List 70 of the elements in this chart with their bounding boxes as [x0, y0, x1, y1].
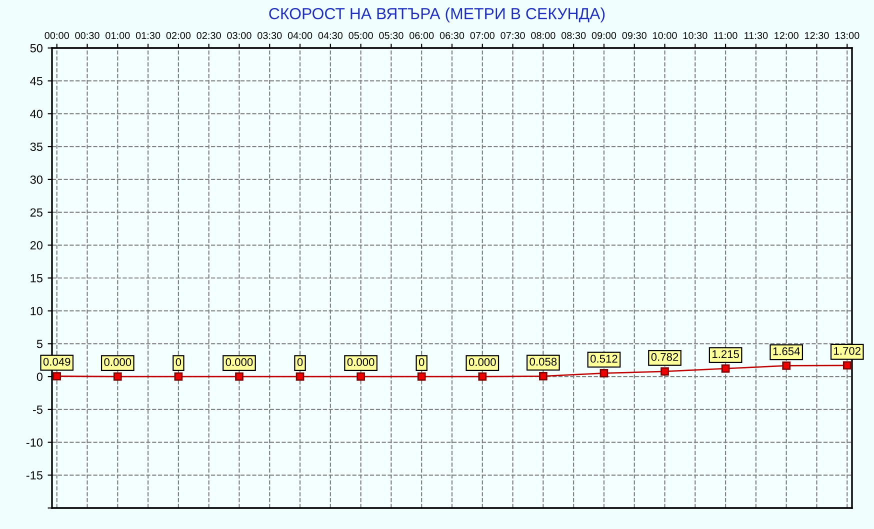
- y-tick-label: 50: [30, 44, 43, 52]
- point: [52, 372, 62, 380]
- point: [113, 372, 122, 381]
- data-label: 0.512: [590, 354, 618, 363]
- x-tick-label: 05:30: [379, 32, 404, 40]
- x-tick-label: 03:00: [227, 32, 252, 40]
- x-tick-label: 10:00: [653, 32, 677, 40]
- data-label: 0.782: [651, 353, 678, 361]
- data-label: 1.215: [712, 350, 739, 358]
- x-tick-label: 09:30: [622, 32, 646, 40]
- data-label: 0: [297, 358, 303, 366]
- x-tick-label: 01:00: [106, 32, 130, 40]
- y-tick-label: 25: [30, 208, 42, 217]
- x-tick-label: 06:00: [409, 32, 434, 40]
- x-tick-label: 09:00: [592, 32, 616, 40]
- data-label: 1.654: [773, 347, 800, 356]
- point: [782, 362, 791, 370]
- data-label: 0.058: [530, 358, 557, 366]
- x-tick-label: 01:30: [136, 32, 160, 40]
- x-tick-label: 07:00: [470, 32, 495, 40]
- data-label: 0.000: [226, 358, 253, 366]
- point: [417, 372, 426, 381]
- x-tick-label: 06:30: [440, 32, 464, 40]
- y-tick-label: -15: [26, 471, 42, 480]
- y-tick-label: 35: [30, 142, 42, 151]
- x-tick-label: 05:00: [348, 32, 373, 40]
- point: [235, 372, 244, 381]
- x-tick-label: 02:30: [196, 32, 221, 40]
- y-tick-label: 30: [30, 175, 43, 184]
- x-tick-label: 00:30: [75, 32, 100, 40]
- y-tick-label: 10: [30, 306, 43, 316]
- y-tick-label: 20: [30, 241, 43, 250]
- data-label: 0.000: [468, 358, 496, 366]
- point: [174, 372, 183, 381]
- point: [296, 372, 304, 381]
- data-label: 0.000: [347, 358, 374, 366]
- x-tick-label: 00:00: [44, 32, 69, 40]
- y-tick-label: 45: [30, 77, 42, 86]
- chart-title: СКОРОСТ НА ВЯТЪРА (МЕТРИ В СЕКУНДА): [269, 8, 605, 22]
- data-label: 0: [176, 358, 182, 366]
- x-tick-label: 04:00: [288, 32, 312, 40]
- y-tick-label: 0: [36, 372, 43, 381]
- x-tick-label: 11:00: [714, 32, 738, 40]
- y-tick-label: -10: [26, 438, 43, 447]
- data-label: 0.049: [43, 358, 70, 366]
- point: [539, 372, 548, 380]
- point: [600, 369, 608, 378]
- x-tick-label: 12:00: [774, 32, 798, 40]
- y-tick-label: -5: [33, 406, 42, 414]
- point: [356, 372, 365, 381]
- y-tick-label: 5: [36, 340, 42, 348]
- data-label: 1.702: [834, 346, 860, 355]
- data-label: 0.000: [104, 358, 132, 366]
- x-tick-label: 13:00: [835, 32, 860, 40]
- y-tick-label: 15: [30, 274, 42, 282]
- x-tick-label: 03:30: [258, 32, 282, 40]
- x-tick-label: 11:30: [744, 32, 768, 40]
- x-tick-label: 02:00: [166, 32, 191, 40]
- x-tick-label: 08:30: [561, 32, 586, 40]
- point: [842, 361, 852, 370]
- x-tick-label: 04:30: [318, 32, 343, 40]
- x-tick-label: 10:30: [683, 32, 708, 40]
- point: [660, 367, 669, 376]
- x-tick-label: 07:30: [500, 32, 525, 40]
- y-tick-label: 40: [30, 110, 43, 118]
- x-tick-label: 08:00: [531, 32, 556, 40]
- data-label: 0: [418, 358, 424, 366]
- x-tick-label: 12:30: [804, 32, 829, 40]
- point: [478, 372, 487, 381]
- point: [721, 364, 730, 373]
